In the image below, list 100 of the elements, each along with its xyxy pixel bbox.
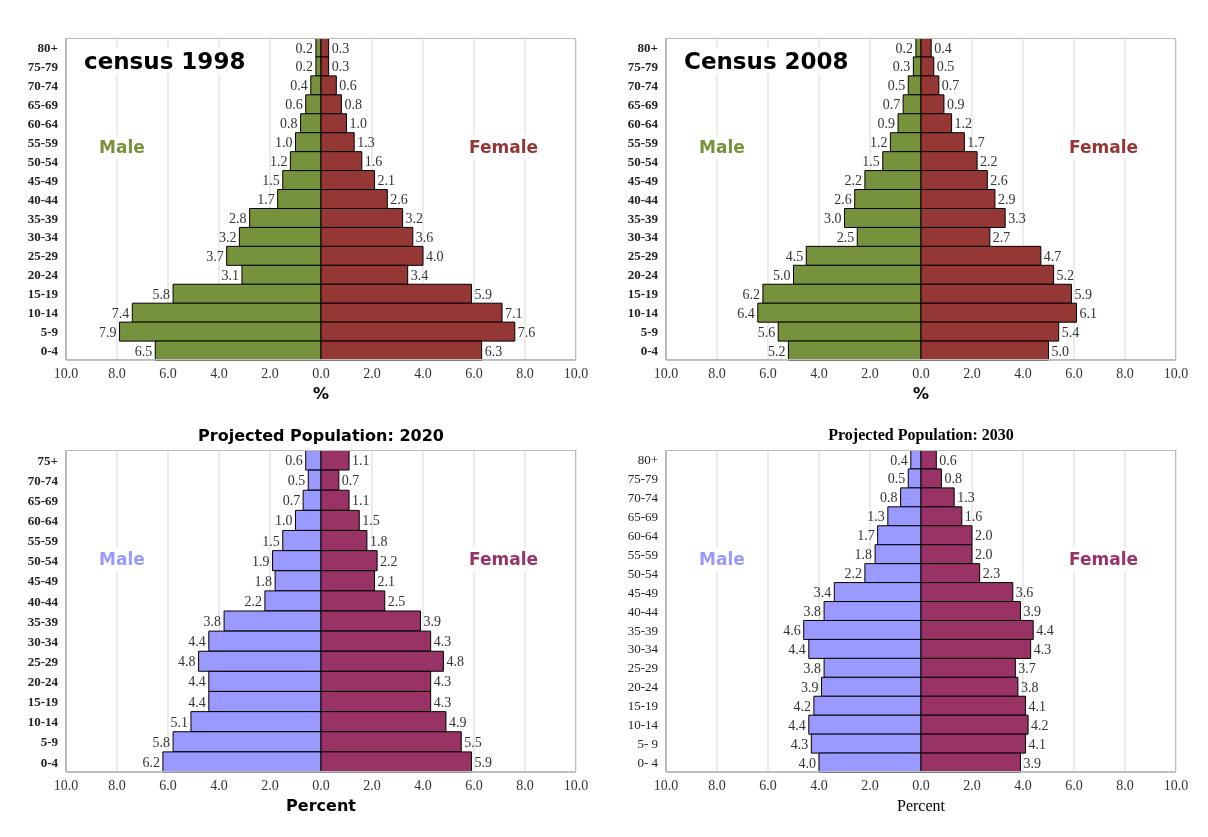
data-label: 0.2 (295, 40, 313, 56)
y-tick-label: 70-74 (27, 472, 59, 488)
x-tick-label: 2.0 (963, 365, 981, 381)
x-tick-label: 10.0 (653, 777, 679, 793)
data-label: 0.8 (880, 490, 898, 506)
data-label: 7.6 (517, 324, 536, 340)
y-tick-label: 80+ (637, 40, 658, 56)
x-tick-label: 4.0 (1014, 365, 1032, 381)
data-label: 4.4 (788, 717, 806, 733)
data-label: 3.9 (423, 614, 441, 629)
data-label: 6.4 (737, 305, 755, 321)
y-tick-label: 10-14 (627, 717, 659, 733)
chart-title: Projected Population: 2020 (197, 426, 445, 445)
data-label: 0.5 (887, 471, 906, 487)
data-label: 4.3 (433, 634, 452, 650)
data-label: 0.3 (331, 40, 350, 56)
x-tick-label: 8.0 (108, 365, 126, 381)
data-label: 3.4 (813, 585, 832, 601)
x-tick-label: 8.0 (1116, 777, 1134, 793)
x-tick-label: 4.0 (1014, 777, 1032, 793)
chart-title: census 1998 (84, 48, 246, 74)
y-tick-label: 30-34 (627, 229, 659, 245)
data-label: 0.6 (285, 453, 303, 468)
y-tick-label: 35-39 (627, 210, 659, 226)
y-tick-label: 50-54 (27, 153, 59, 169)
data-label: 0.3 (892, 59, 911, 75)
data-label: 1.2 (869, 135, 888, 151)
x-tick-label: 0.0 (312, 777, 330, 793)
data-label: 2.2 (244, 593, 262, 609)
data-label: 3.2 (405, 210, 424, 226)
data-label: 0.3 (331, 59, 350, 75)
data-label: 2.6 (990, 173, 1008, 189)
y-tick-label: 45-49 (627, 172, 659, 188)
y-tick-label: 25-29 (627, 248, 659, 264)
x-tick-label: 6.0 (759, 777, 777, 793)
data-label: 2.9 (997, 192, 1016, 208)
y-tick-label: 35-39 (27, 210, 59, 226)
data-label: 1.7 (257, 192, 275, 208)
data-label: 6.2 (142, 754, 160, 770)
data-label: 4.8 (446, 654, 464, 670)
data-label: 0.5 (936, 59, 955, 75)
y-tick-label: 40-44 (27, 191, 59, 207)
data-label: 2.1 (377, 173, 396, 189)
y-tick-label: 15-19 (27, 286, 59, 302)
data-label: 2.6 (834, 192, 852, 208)
data-label: 0.9 (877, 116, 896, 132)
data-label: 1.3 (957, 490, 975, 506)
y-tick-label: 30-34 (27, 229, 59, 245)
data-label: 2.3 (982, 566, 1001, 582)
data-label: 4.3 (433, 694, 452, 710)
text: Female (466, 546, 541, 571)
data-label: 1.6 (364, 154, 383, 170)
data-label: 5.2 (767, 343, 786, 359)
y-tick-label: 50-54 (627, 565, 659, 581)
data-label: 1.0 (349, 116, 367, 132)
data-label: 1.7 (857, 528, 875, 544)
data-label: 1.5 (362, 513, 380, 529)
y-tick-label: 5-9 (40, 324, 59, 340)
data-label: 3.6 (1015, 585, 1034, 601)
x-tick-label: 8.0 (708, 777, 726, 793)
data-label: 4.4 (188, 634, 206, 650)
data-label: 6.1 (1079, 305, 1098, 321)
x-tick-label: 6.0 (1065, 365, 1083, 381)
data-label: 3.8 (803, 604, 822, 620)
text: Male (696, 134, 748, 159)
data-label: 0.9 (946, 97, 965, 113)
data-label: 2.1 (377, 573, 396, 589)
x-tick-label: 8.0 (516, 365, 534, 381)
data-label: 1.8 (854, 547, 873, 563)
y-tick-label: 0- 4 (637, 755, 659, 771)
y-tick-label: 15-19 (27, 694, 59, 710)
data-label: 7.1 (505, 305, 523, 321)
data-label: 1.5 (262, 533, 280, 549)
data-label: 4.2 (1031, 717, 1049, 733)
y-tick-label: 80+ (637, 452, 658, 468)
x-tick-label: 4.0 (414, 777, 432, 793)
data-label: 5.9 (474, 754, 492, 770)
x-tick-label: 10.0 (563, 777, 589, 793)
x-tick-label: 2.0 (861, 365, 879, 381)
data-label: 5.0 (1051, 343, 1069, 359)
text: Male (96, 134, 148, 159)
x-tick-label: 0.0 (912, 365, 930, 381)
data-label: 0.8 (280, 116, 298, 132)
data-label: 1.1 (352, 493, 370, 509)
data-label: 4.3 (433, 674, 452, 690)
data-label: 1.5 (862, 154, 880, 170)
y-tick-label: 80+ (37, 40, 58, 56)
data-label: 4.1 (1028, 736, 1047, 752)
y-tick-label: 25-29 (27, 248, 59, 264)
y-tick-label: 75+ (37, 452, 58, 468)
y-tick-label: 20-24 (27, 674, 59, 690)
x-tick-label: 10.0 (53, 777, 79, 793)
y-tick-label: 35-39 (627, 622, 658, 638)
y-tick-label: 15-19 (627, 286, 659, 302)
data-label: 1.2 (269, 154, 288, 170)
y-tick-label: 65-69 (27, 492, 59, 508)
x-tick-label: 8.0 (108, 777, 126, 793)
data-label: 5.6 (757, 324, 776, 340)
data-label: 3.9 (801, 679, 819, 695)
y-tick-label: 25-29 (627, 660, 658, 676)
